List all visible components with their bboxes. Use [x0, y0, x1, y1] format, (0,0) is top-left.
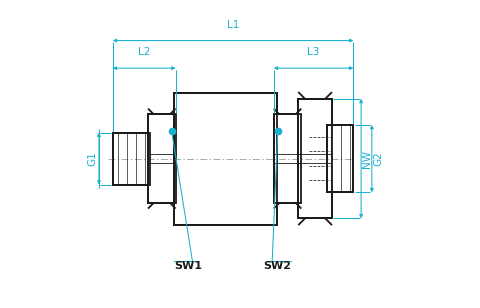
Text: L3: L3 — [307, 47, 320, 57]
Text: NW: NW — [361, 150, 372, 168]
Bar — [274, 114, 301, 203]
Text: L2: L2 — [138, 47, 150, 57]
Text: G2: G2 — [373, 151, 384, 166]
Bar — [327, 125, 353, 192]
Bar — [113, 132, 150, 185]
Bar — [327, 125, 353, 192]
Text: L1: L1 — [227, 20, 240, 30]
Text: SW1: SW1 — [174, 261, 202, 270]
Text: SW2: SW2 — [263, 261, 291, 270]
Bar — [148, 114, 176, 203]
Bar — [148, 114, 176, 203]
Bar — [298, 99, 332, 218]
Bar — [113, 132, 150, 185]
Text: G1: G1 — [87, 151, 97, 166]
Bar — [174, 93, 277, 225]
Bar — [174, 93, 277, 225]
Bar — [274, 114, 301, 203]
Bar — [298, 99, 332, 218]
